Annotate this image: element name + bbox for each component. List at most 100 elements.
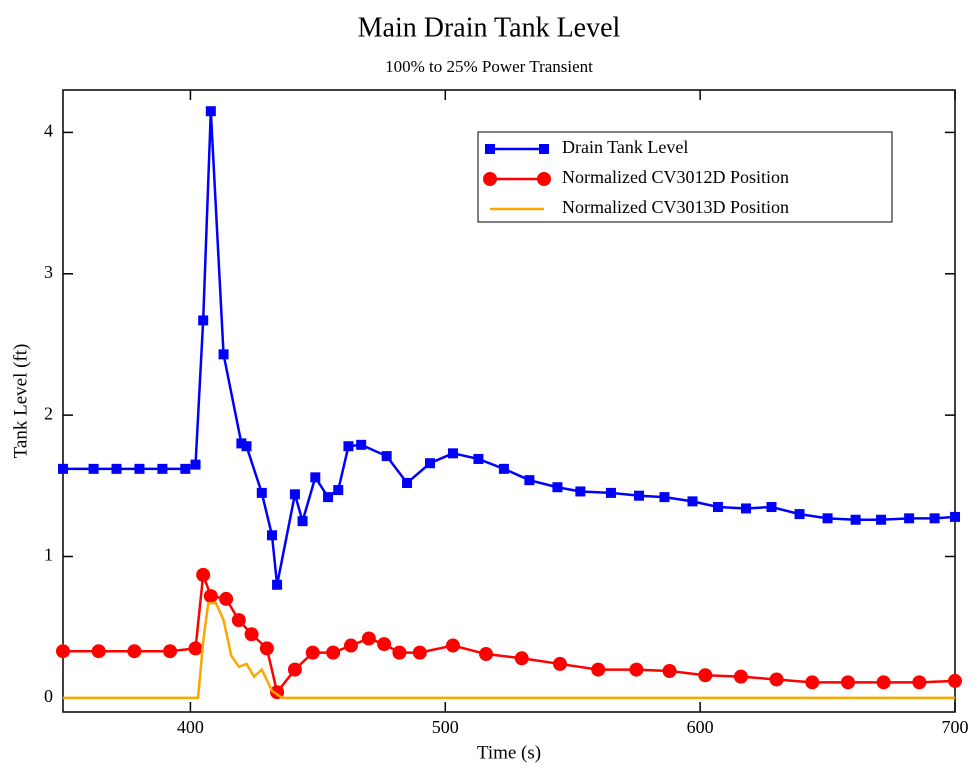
data-point [377,637,392,652]
data-point [794,509,805,520]
data-point [822,513,833,524]
x-tick-label: 400 [177,717,204,737]
y-tick-label: 4 [44,121,53,141]
legend-marker [483,172,497,186]
data-point [256,487,267,498]
legend-marker [537,172,551,186]
data-point [840,675,855,690]
data-point [188,641,203,656]
data-point [698,668,713,683]
y-axis-label: Tank Level (ft) [10,344,31,459]
data-point [272,579,283,590]
data-point [91,644,106,659]
series-line [63,601,955,700]
data-point [219,591,234,606]
data-point [203,589,218,604]
data-point [904,513,915,524]
legend-label: Normalized CV3013D Position [562,197,789,217]
chart-title: Main Drain Tank Level [358,12,621,43]
data-point [163,644,178,659]
data-point [343,638,358,653]
data-point [343,441,354,452]
data-point [948,673,962,688]
legend-label: Drain Tank Level [562,137,688,157]
data-point [733,669,748,684]
data-point [356,439,367,450]
data-point [741,503,752,514]
x-tick-label: 500 [432,717,459,737]
data-point [56,644,70,659]
data-point [950,511,960,522]
data-point [473,453,484,464]
data-point [552,482,563,493]
y-tick-label: 0 [44,686,53,706]
data-point [305,645,320,660]
data-point [591,662,606,677]
data-point [289,489,300,500]
data-point [424,458,435,469]
data-point [412,645,427,660]
data-point [552,656,567,671]
data-point [805,675,820,690]
data-point [769,672,784,687]
data-point [445,638,460,653]
data-point [575,486,586,497]
data-point [266,530,277,541]
data-point [392,645,407,660]
data-point [514,651,529,666]
data-point [157,463,168,474]
data-point [659,492,670,503]
legend-marker [539,144,549,154]
data-point [127,644,142,659]
data-point [218,349,229,360]
data-point [134,463,145,474]
data-point [244,627,259,642]
data-point [712,502,723,513]
data-point [876,675,891,690]
data-point [629,662,644,677]
data-point [402,477,413,488]
data-point [524,475,535,486]
y-tick-label: 1 [44,545,53,565]
data-point [361,631,376,646]
data-point [58,463,68,474]
data-point [180,463,191,474]
data-point [287,662,302,677]
data-point [605,487,616,498]
data-point [310,472,321,483]
data-point [241,441,252,452]
data-point [231,613,246,628]
chart-subtitle: 100% to 25% Power Transient [385,57,593,76]
data-point [297,516,308,527]
y-tick-label: 3 [44,262,53,282]
data-point [88,463,99,474]
data-point [479,647,494,662]
data-point [205,106,216,117]
data-point [198,315,209,326]
data-point [876,514,887,525]
data-point [687,496,698,507]
data-point [929,513,940,524]
data-point [633,490,644,501]
legend-marker [485,144,495,154]
data-point [333,485,344,496]
data-point [912,675,927,690]
y-tick-label: 2 [44,403,53,423]
data-point [498,463,509,474]
data-point [259,641,274,656]
series-line [63,574,956,696]
x-tick-label: 600 [687,717,714,737]
data-point [662,664,677,679]
data-point [236,438,247,449]
plot-frame [62,89,956,713]
data-point [111,463,122,474]
data-point [190,459,201,470]
data-point [323,492,334,503]
data-point [196,567,211,582]
data-point [766,502,777,513]
data-point [850,514,861,525]
x-tick-label: 700 [942,717,969,737]
x-axis-label: Time (s) [477,742,541,763]
data-point [447,448,458,459]
